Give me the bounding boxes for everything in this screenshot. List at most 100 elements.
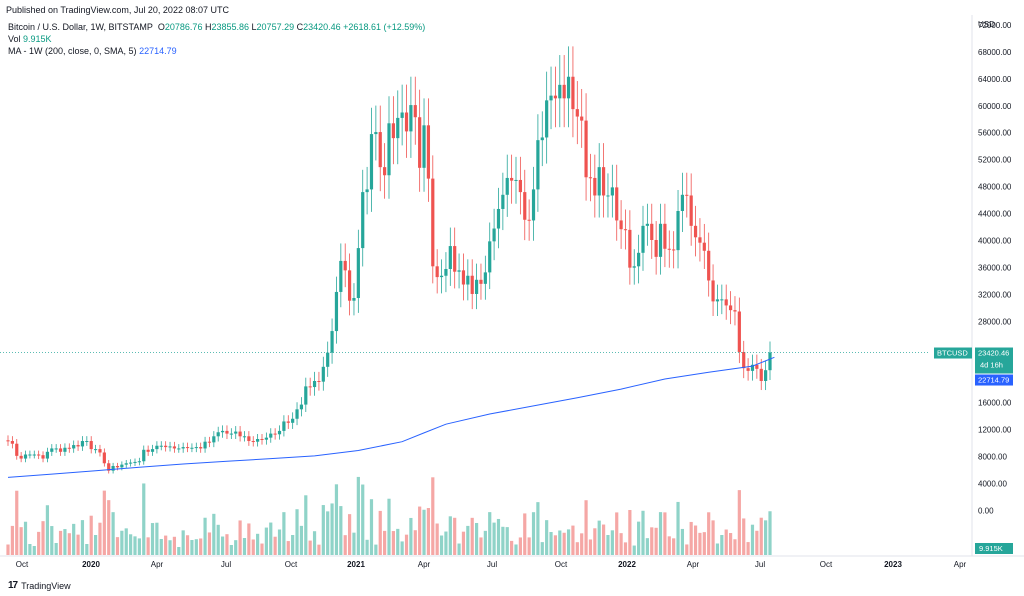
published-caption: Published on TradingView.com, Jul 20, 20… <box>6 5 229 15</box>
volume-bar <box>720 535 724 555</box>
candle-body <box>251 441 255 443</box>
volume-bar <box>755 530 759 555</box>
candle-body <box>404 112 409 132</box>
candle-body <box>260 438 264 440</box>
candle-body <box>10 441 14 444</box>
tradingview-logo[interactable]: 17 TradingView <box>8 580 71 591</box>
candle-body <box>286 421 290 423</box>
candle-body <box>207 441 212 443</box>
volume-bar <box>426 508 431 555</box>
candle-body <box>177 448 181 450</box>
volume-bar <box>93 535 98 555</box>
candle-body <box>650 223 654 240</box>
candle-body <box>641 225 645 253</box>
volume-bar <box>470 517 474 555</box>
volume-bar <box>680 528 685 555</box>
volume-badge-bg <box>975 543 1013 554</box>
volume-bar <box>146 537 150 555</box>
candle-body <box>523 192 527 220</box>
volume-bar <box>409 517 413 555</box>
open-label: O <box>157 22 165 32</box>
volume-bar <box>185 535 190 555</box>
candle-body <box>755 364 759 369</box>
candle-body <box>19 455 23 459</box>
volume-bar <box>260 543 264 555</box>
candle-body <box>98 449 102 453</box>
candle-body <box>299 404 304 410</box>
candle-body <box>326 352 330 367</box>
volume-bar <box>282 512 286 555</box>
candle-body <box>129 462 133 464</box>
candle-body <box>615 187 619 221</box>
brand-name: TradingView <box>21 580 71 591</box>
volume-bar <box>159 539 163 555</box>
price-tick-label: 68000.00 <box>978 48 1012 57</box>
candle-body <box>58 448 63 452</box>
candle-body <box>645 223 649 226</box>
volume-bar <box>698 532 702 555</box>
price-tick-label: 4000.00 <box>978 480 1007 489</box>
time-tick-label: 2020 <box>82 560 100 569</box>
volume-bar <box>199 538 203 555</box>
price-tick-label: 0.00 <box>978 507 994 516</box>
candle-body <box>409 105 413 132</box>
volume-bar <box>194 539 198 555</box>
candle-body <box>282 421 286 431</box>
candle-body <box>155 445 159 450</box>
candle-body <box>361 192 365 249</box>
volume-bar <box>566 529 571 555</box>
time-tick-label: 2021 <box>347 560 365 569</box>
volume-bar <box>400 541 404 555</box>
candle-body <box>383 167 387 176</box>
volume-bar <box>356 476 360 555</box>
price-tick-label: 40000.00 <box>978 237 1012 246</box>
candle-body <box>702 242 706 251</box>
candle-body <box>115 465 120 468</box>
volume-legend: Vol 9.915K <box>8 34 52 44</box>
candle-body <box>220 430 225 433</box>
volume-bar <box>474 522 479 555</box>
candle-body <box>746 368 750 371</box>
volume-bar <box>461 531 466 555</box>
volume-bar <box>413 530 417 555</box>
volume-bar <box>286 541 290 555</box>
candle-body <box>689 195 693 226</box>
volume-bar <box>396 528 400 555</box>
candle-body <box>80 441 85 447</box>
candle-body <box>545 100 549 138</box>
volume-bar <box>523 513 527 555</box>
candle-body <box>150 449 155 452</box>
candle-body <box>413 105 417 118</box>
volume-bar <box>155 522 159 555</box>
time-tick-label: Jul <box>755 560 765 569</box>
candle-body <box>15 443 19 456</box>
candle-body <box>264 437 268 440</box>
volume-bar <box>488 512 492 555</box>
volume-bar <box>580 533 584 555</box>
volume-bar <box>234 540 238 555</box>
candle-body <box>159 445 163 447</box>
candle-body <box>632 266 636 268</box>
candle-body <box>28 454 32 456</box>
volume-bar <box>63 529 67 555</box>
price-tick-label: 28000.00 <box>978 318 1012 327</box>
volume-bar <box>764 520 768 555</box>
price-tick-label: 60000.00 <box>978 102 1012 111</box>
candle-body <box>396 117 400 139</box>
candle-body <box>242 436 247 438</box>
volume-bar <box>374 544 378 555</box>
candle-body <box>422 125 426 168</box>
volume-bar <box>422 509 426 555</box>
candle-body <box>431 178 435 267</box>
volume-bar <box>606 535 610 555</box>
volume-bar <box>45 505 50 555</box>
volume-bar <box>50 526 54 555</box>
candle-body <box>479 279 483 284</box>
volume-bar <box>19 527 23 555</box>
candle-body <box>343 260 347 271</box>
volume-bar <box>28 544 32 555</box>
volume-bar <box>369 499 374 555</box>
symbol-title: Bitcoin / U.S. Dollar, 1W, BITSTAMP <box>8 22 153 32</box>
volume-bar <box>299 525 304 555</box>
